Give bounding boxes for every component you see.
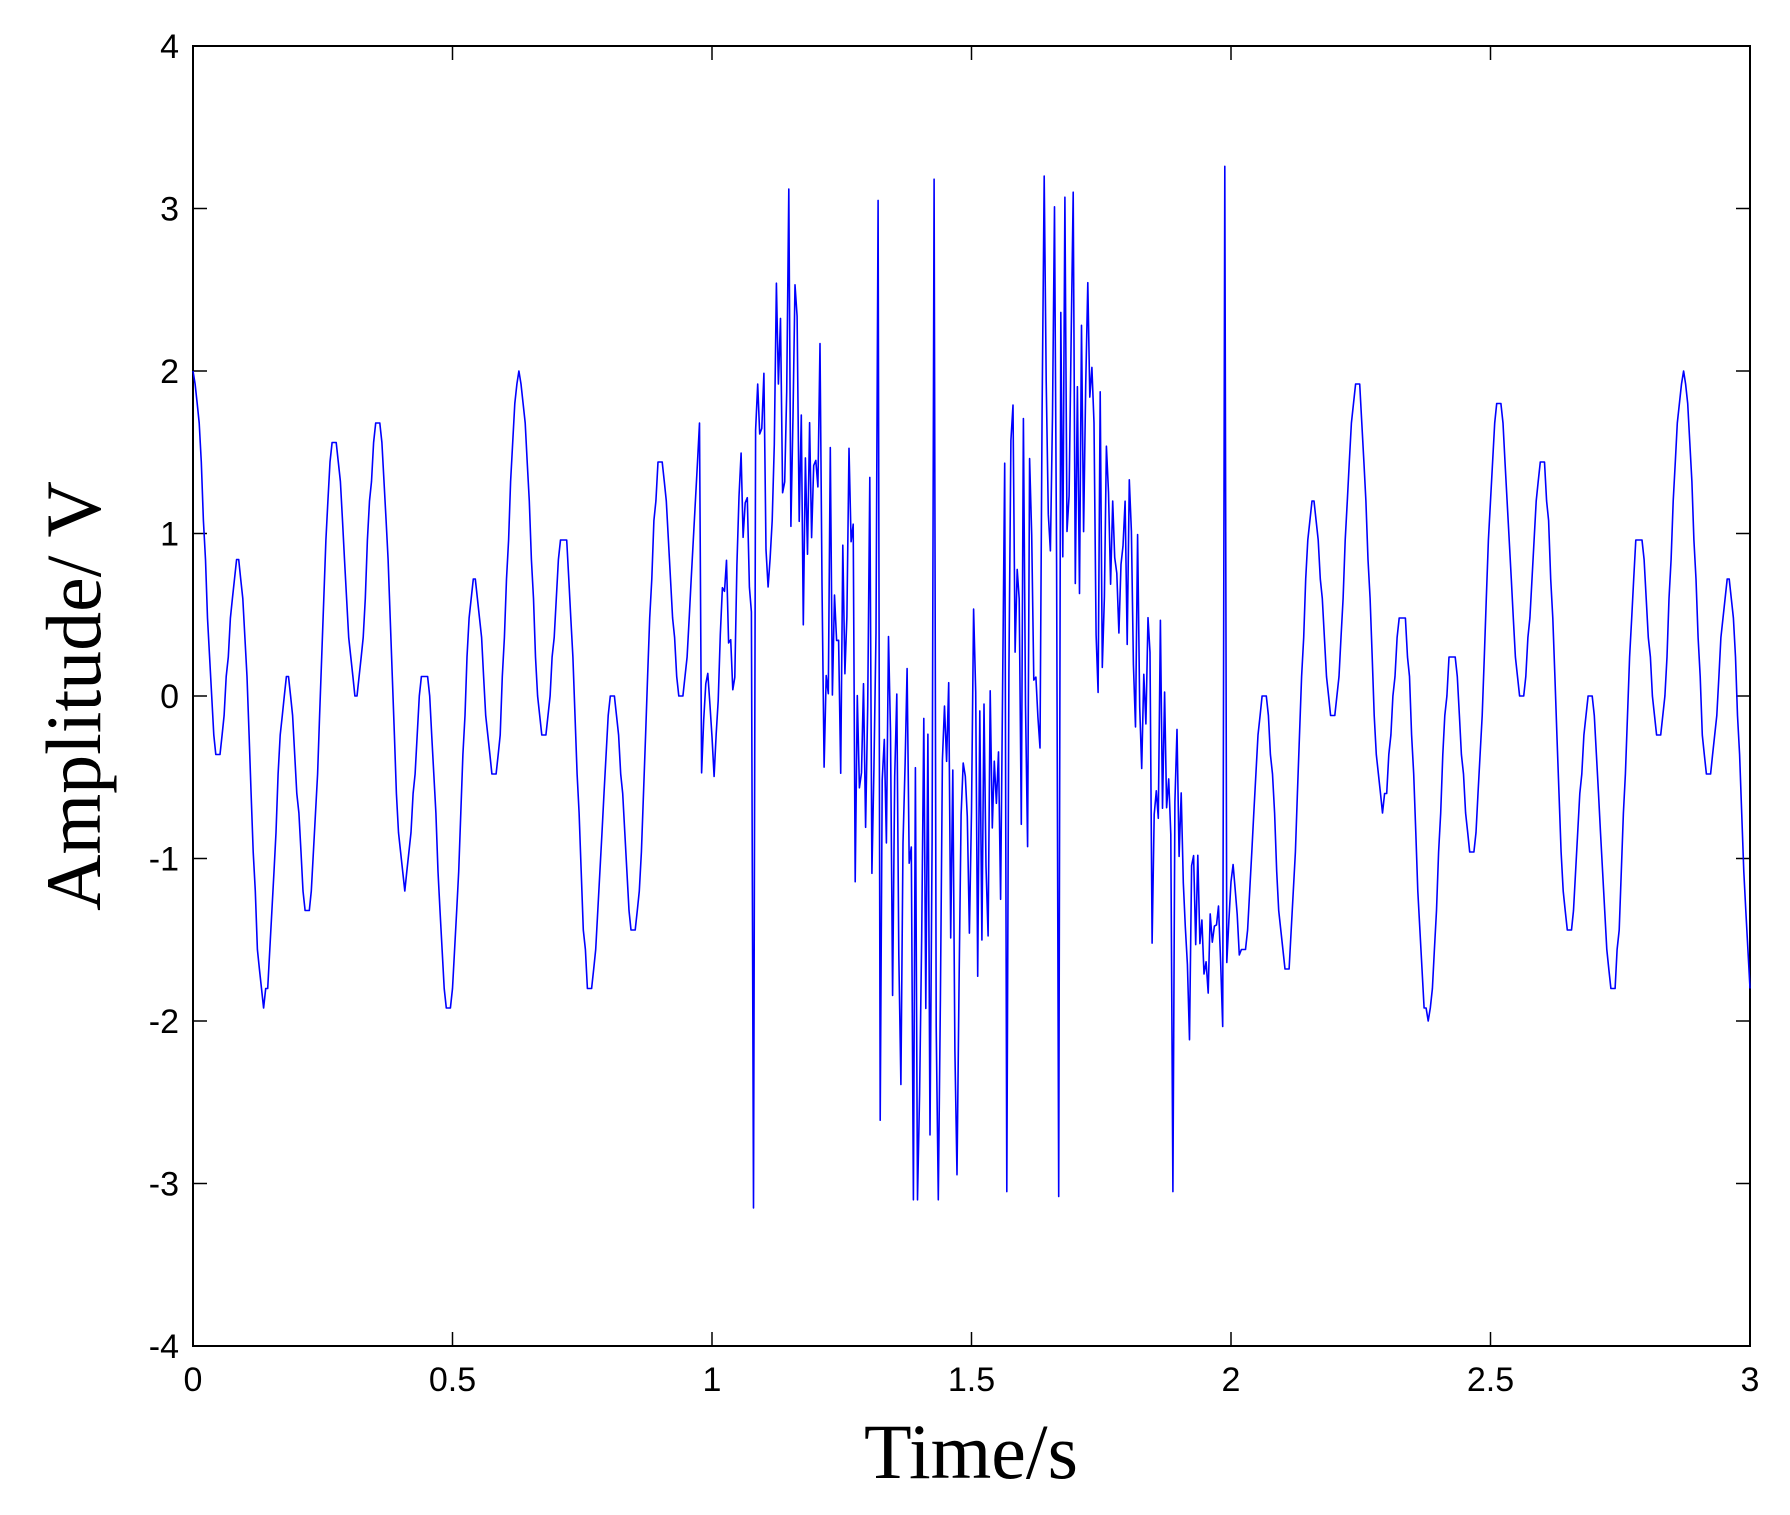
x-tick-label: 2 <box>1222 1361 1241 1399</box>
x-tick-label: 2.5 <box>1467 1361 1514 1399</box>
y-tick-label: -2 <box>149 1003 179 1041</box>
y-axis-label: Amplitude/ V <box>30 481 117 911</box>
y-tick-label: 0 <box>160 678 179 716</box>
x-tick-label: 3 <box>1741 1361 1760 1399</box>
x-axis-label: Time/s <box>864 1408 1078 1495</box>
y-tick-label: -1 <box>149 841 179 879</box>
y-tick-label: 2 <box>160 353 179 391</box>
y-tick-labels: -4 -3 -2 -1 0 1 2 3 4 <box>149 28 179 1366</box>
y-tick-label: 4 <box>160 28 179 66</box>
y-tick-label: 1 <box>160 516 179 554</box>
axis-ticks <box>192 45 1751 1347</box>
x-tick-label: 1 <box>703 1361 722 1399</box>
x-tick-label: 0 <box>184 1361 203 1399</box>
signal-line <box>192 165 1751 1209</box>
x-tick-label: 1.5 <box>948 1361 995 1399</box>
y-tick-label: -3 <box>149 1166 179 1204</box>
x-tick-labels: 0 0.5 1 1.5 2 2.5 3 <box>184 1361 1760 1399</box>
series-layer <box>192 165 1751 1209</box>
plot-area: 0 0.5 1 1.5 2 2.5 3 -4 -3 -2 -1 0 1 2 3 4 <box>149 28 1760 1399</box>
y-tick-label: -4 <box>149 1328 179 1366</box>
y-tick-label: 3 <box>160 191 179 229</box>
x-tick-label: 0.5 <box>429 1361 476 1399</box>
